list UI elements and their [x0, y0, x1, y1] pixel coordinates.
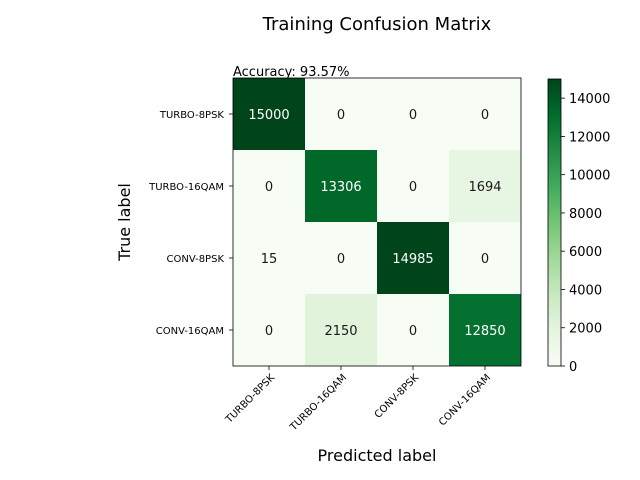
x-tick-label: TURBO-16QAM — [288, 372, 349, 433]
heatmap-cell — [233, 78, 305, 150]
colorbar-tick-label: 8000 — [569, 207, 602, 222]
cell-value-label: 0 — [409, 180, 417, 195]
cell-value-label: 0 — [337, 108, 345, 123]
colorbar-tick-label: 14000 — [569, 92, 610, 107]
y-tick-label: CONV-8PSK — [167, 254, 225, 265]
heatmap-cell — [449, 78, 521, 150]
cell-value-labels: 15000 0 0 0 0 13306 0 1694 15 0 14985 0 0 2150 0 12850 — [248, 108, 505, 339]
colorbar — [547, 78, 562, 367]
chart-title: Training Confusion Matrix — [262, 14, 492, 35]
colorbar-tick-label: 6000 — [569, 245, 602, 260]
colorbar-tick-label: 10000 — [569, 169, 610, 184]
cell-value-label: 12850 — [464, 324, 505, 339]
x-tick-label: TURBO-8PSK — [223, 372, 277, 426]
colorbar-tick-label: 0 — [569, 360, 577, 375]
cell-value-label: 0 — [481, 108, 489, 123]
cell-value-label: 1694 — [468, 180, 501, 195]
heatmap-cell — [377, 294, 449, 366]
y-tick-label: TURBO-8PSK — [159, 110, 225, 121]
heatmap-cell — [305, 222, 377, 294]
accuracy-subtitle: Accuracy: 93.57% — [233, 65, 350, 80]
heatmap-cell — [377, 78, 449, 150]
x-axis-label: Predicted label — [318, 446, 437, 465]
cell-value-label: 0 — [409, 108, 417, 123]
colorbar-tick-label: 4000 — [569, 283, 602, 298]
heatmap-cell — [233, 150, 305, 222]
plot-frame — [232, 77, 522, 367]
heatmap-cell — [305, 150, 377, 222]
heatmap-cell — [449, 294, 521, 366]
y-tick-label: TURBO-16QAM — [148, 182, 224, 193]
x-tick-label: CONV-16QAM — [437, 372, 493, 428]
cell-value-label: 13306 — [320, 180, 361, 195]
heatmap-cell — [305, 78, 377, 150]
heatmap-cell — [233, 222, 305, 294]
heatmap-cell — [449, 222, 521, 294]
cell-value-label: 2150 — [324, 324, 357, 339]
cell-value-label: 0 — [265, 180, 273, 195]
y-axis-label: True label — [115, 183, 134, 262]
cell-value-label: 0 — [265, 324, 273, 339]
x-tick-labels: TURBO-8PSK TURBO-16QAM CONV-8PSK CONV-16QAM — [223, 366, 493, 434]
heatmap-cells — [233, 78, 521, 366]
heatmap-cell — [377, 222, 449, 294]
cell-value-label: 0 — [409, 324, 417, 339]
colorbar-tick-label: 2000 — [569, 322, 602, 337]
cell-value-label: 15 — [261, 252, 278, 267]
heatmap-cell — [449, 150, 521, 222]
y-tick-label: CONV-16QAM — [156, 326, 224, 337]
cell-value-label: 15000 — [248, 108, 289, 123]
cell-value-label: 0 — [337, 252, 345, 267]
x-tick-label: CONV-8PSK — [373, 372, 422, 421]
colorbar-ticks: 0 2000 4000 6000 8000 10000 12000 14000 — [561, 92, 610, 375]
heatmap-cell — [305, 294, 377, 366]
heatmap-cell — [377, 150, 449, 222]
cell-value-label: 14985 — [392, 252, 433, 267]
colorbar-tick-label: 12000 — [569, 130, 610, 145]
y-tick-labels: TURBO-8PSK TURBO-16QAM CONV-8PSK CONV-16QAM — [148, 110, 233, 337]
cell-value-label: 0 — [481, 252, 489, 267]
heatmap-cell — [233, 294, 305, 366]
